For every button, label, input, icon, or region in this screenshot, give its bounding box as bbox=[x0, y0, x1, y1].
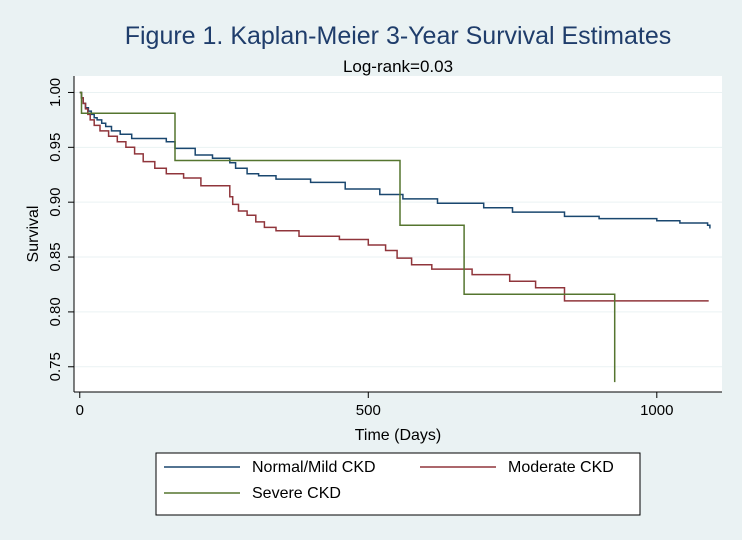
y-axis-label: Survival bbox=[25, 206, 42, 263]
y-tick-label: 0.75 bbox=[47, 352, 64, 381]
y-tick-label: 1.00 bbox=[47, 78, 64, 107]
y-tick-label: 0.90 bbox=[47, 188, 64, 217]
x-tick-label: 500 bbox=[356, 402, 381, 419]
y-tick-label: 0.85 bbox=[47, 242, 64, 271]
legend-box bbox=[155, 452, 641, 516]
series-line-2 bbox=[79, 91, 616, 383]
chart-title: Figure 1. Kaplan-Meier 3-Year Survival E… bbox=[125, 22, 672, 50]
y-tick-label: 0.80 bbox=[47, 297, 64, 326]
x-axis-label: Time (Days) bbox=[355, 427, 442, 444]
legend-label-2: Severe CKD bbox=[252, 485, 341, 502]
x-tick-label: 1000 bbox=[640, 402, 673, 419]
chart-subtitle: Log-rank=0.03 bbox=[343, 57, 453, 76]
series-line-1 bbox=[79, 91, 709, 302]
series-lines bbox=[79, 91, 711, 383]
axes: 0.75 0.80 0.85 0.90 0.95 1.00 0 500 1000 bbox=[47, 76, 722, 419]
plot-area bbox=[74, 76, 722, 392]
series-line-0 bbox=[79, 91, 711, 229]
legend-label-1: Moderate CKD bbox=[508, 459, 614, 476]
y-tick-label: 0.95 bbox=[47, 133, 64, 162]
x-tick-label: 0 bbox=[76, 402, 84, 419]
legend-label-0: Normal/Mild CKD bbox=[252, 459, 376, 476]
legend: Normal/Mild CKD Moderate CKD Severe CKD bbox=[164, 459, 614, 502]
